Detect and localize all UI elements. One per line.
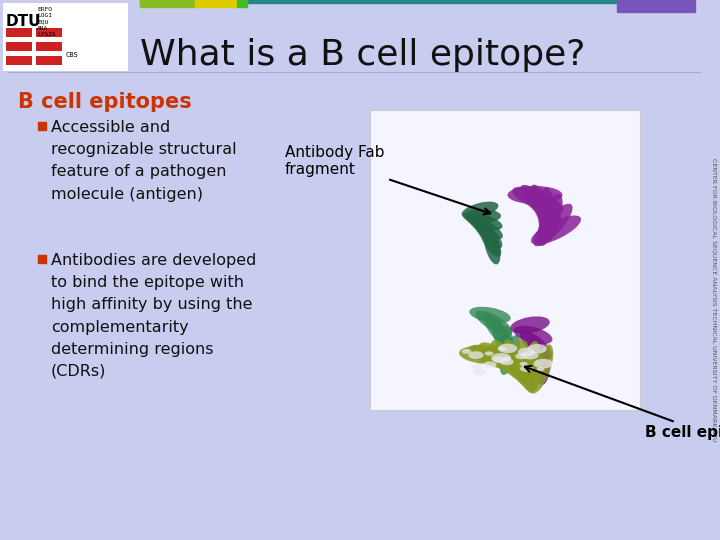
- Ellipse shape: [472, 364, 483, 369]
- Bar: [237, 0, 247, 7]
- Ellipse shape: [469, 345, 518, 369]
- Ellipse shape: [513, 326, 552, 345]
- Ellipse shape: [468, 352, 484, 359]
- Text: DTU: DTU: [6, 14, 42, 29]
- Ellipse shape: [521, 185, 562, 225]
- Ellipse shape: [536, 367, 544, 372]
- Bar: [38, 255, 46, 263]
- Ellipse shape: [519, 362, 528, 366]
- Ellipse shape: [515, 339, 535, 390]
- Ellipse shape: [479, 223, 501, 257]
- Ellipse shape: [518, 348, 535, 356]
- Ellipse shape: [462, 349, 472, 354]
- Ellipse shape: [462, 201, 498, 218]
- Ellipse shape: [473, 369, 486, 375]
- Ellipse shape: [469, 307, 510, 323]
- Ellipse shape: [492, 356, 505, 363]
- Ellipse shape: [500, 335, 520, 375]
- Ellipse shape: [534, 204, 572, 246]
- Ellipse shape: [527, 344, 546, 354]
- Ellipse shape: [520, 331, 552, 359]
- Bar: [36, 56, 62, 65]
- Ellipse shape: [503, 339, 531, 387]
- Text: Antibodies are developed
to bind the epitope with
high affinity by using the
com: Antibodies are developed to bind the epi…: [51, 253, 256, 379]
- Ellipse shape: [491, 340, 527, 382]
- Ellipse shape: [508, 186, 562, 204]
- Ellipse shape: [475, 310, 513, 335]
- Bar: [140, 0, 195, 7]
- Ellipse shape: [523, 341, 542, 393]
- Ellipse shape: [474, 220, 503, 248]
- Ellipse shape: [516, 353, 527, 359]
- Ellipse shape: [466, 214, 503, 231]
- Ellipse shape: [520, 366, 533, 372]
- Ellipse shape: [485, 352, 493, 356]
- Ellipse shape: [534, 359, 553, 368]
- Ellipse shape: [510, 316, 550, 334]
- Text: What is a B cell epitope?: What is a B cell epitope?: [140, 38, 585, 72]
- Text: Accessible and
recognizable structural
feature of a pathogen
molecule (antigen): Accessible and recognizable structural f…: [51, 120, 237, 201]
- Ellipse shape: [463, 209, 501, 223]
- Ellipse shape: [530, 185, 558, 235]
- Ellipse shape: [469, 217, 503, 239]
- Text: ERFO
LOGI
EQU
ANA
LYSIS: ERFO LOGI EQU ANA LYSIS: [37, 7, 55, 37]
- Ellipse shape: [491, 353, 511, 363]
- Bar: [36, 42, 62, 51]
- Text: B cell epitope: B cell epitope: [525, 366, 720, 440]
- Bar: [6, 28, 32, 37]
- Ellipse shape: [528, 345, 553, 394]
- Bar: [6, 56, 32, 65]
- Ellipse shape: [459, 346, 511, 365]
- Text: CENTER FOR BIOLOGICAL SEQUENCE ANALYSIS TECHNICAL UNIVERSITY OF DENMARK DTU: CENTER FOR BIOLOGICAL SEQUENCE ANALYSIS …: [711, 158, 716, 442]
- Bar: [140, 0, 690, 3]
- Ellipse shape: [534, 345, 550, 385]
- Ellipse shape: [528, 336, 550, 374]
- Ellipse shape: [513, 187, 564, 213]
- Text: CBS: CBS: [65, 52, 78, 58]
- Text: Antibody Fab
fragment: Antibody Fab fragment: [285, 145, 490, 214]
- Ellipse shape: [538, 187, 556, 242]
- Bar: [370, 110, 640, 410]
- Ellipse shape: [484, 227, 500, 265]
- Ellipse shape: [492, 319, 512, 359]
- Bar: [195, 0, 237, 7]
- Text: B cell epitopes: B cell epitopes: [18, 92, 192, 112]
- Bar: [617, 0, 695, 12]
- Ellipse shape: [503, 356, 511, 361]
- Ellipse shape: [522, 351, 539, 360]
- Ellipse shape: [537, 194, 562, 246]
- Bar: [38, 122, 46, 130]
- Ellipse shape: [498, 347, 507, 351]
- Bar: [36, 28, 62, 37]
- Bar: [3, 3, 128, 71]
- Ellipse shape: [531, 215, 581, 245]
- Ellipse shape: [498, 343, 517, 353]
- Ellipse shape: [483, 361, 497, 368]
- Bar: [6, 42, 32, 51]
- Ellipse shape: [498, 326, 513, 368]
- Ellipse shape: [483, 314, 513, 348]
- Ellipse shape: [500, 359, 513, 365]
- Ellipse shape: [479, 342, 523, 376]
